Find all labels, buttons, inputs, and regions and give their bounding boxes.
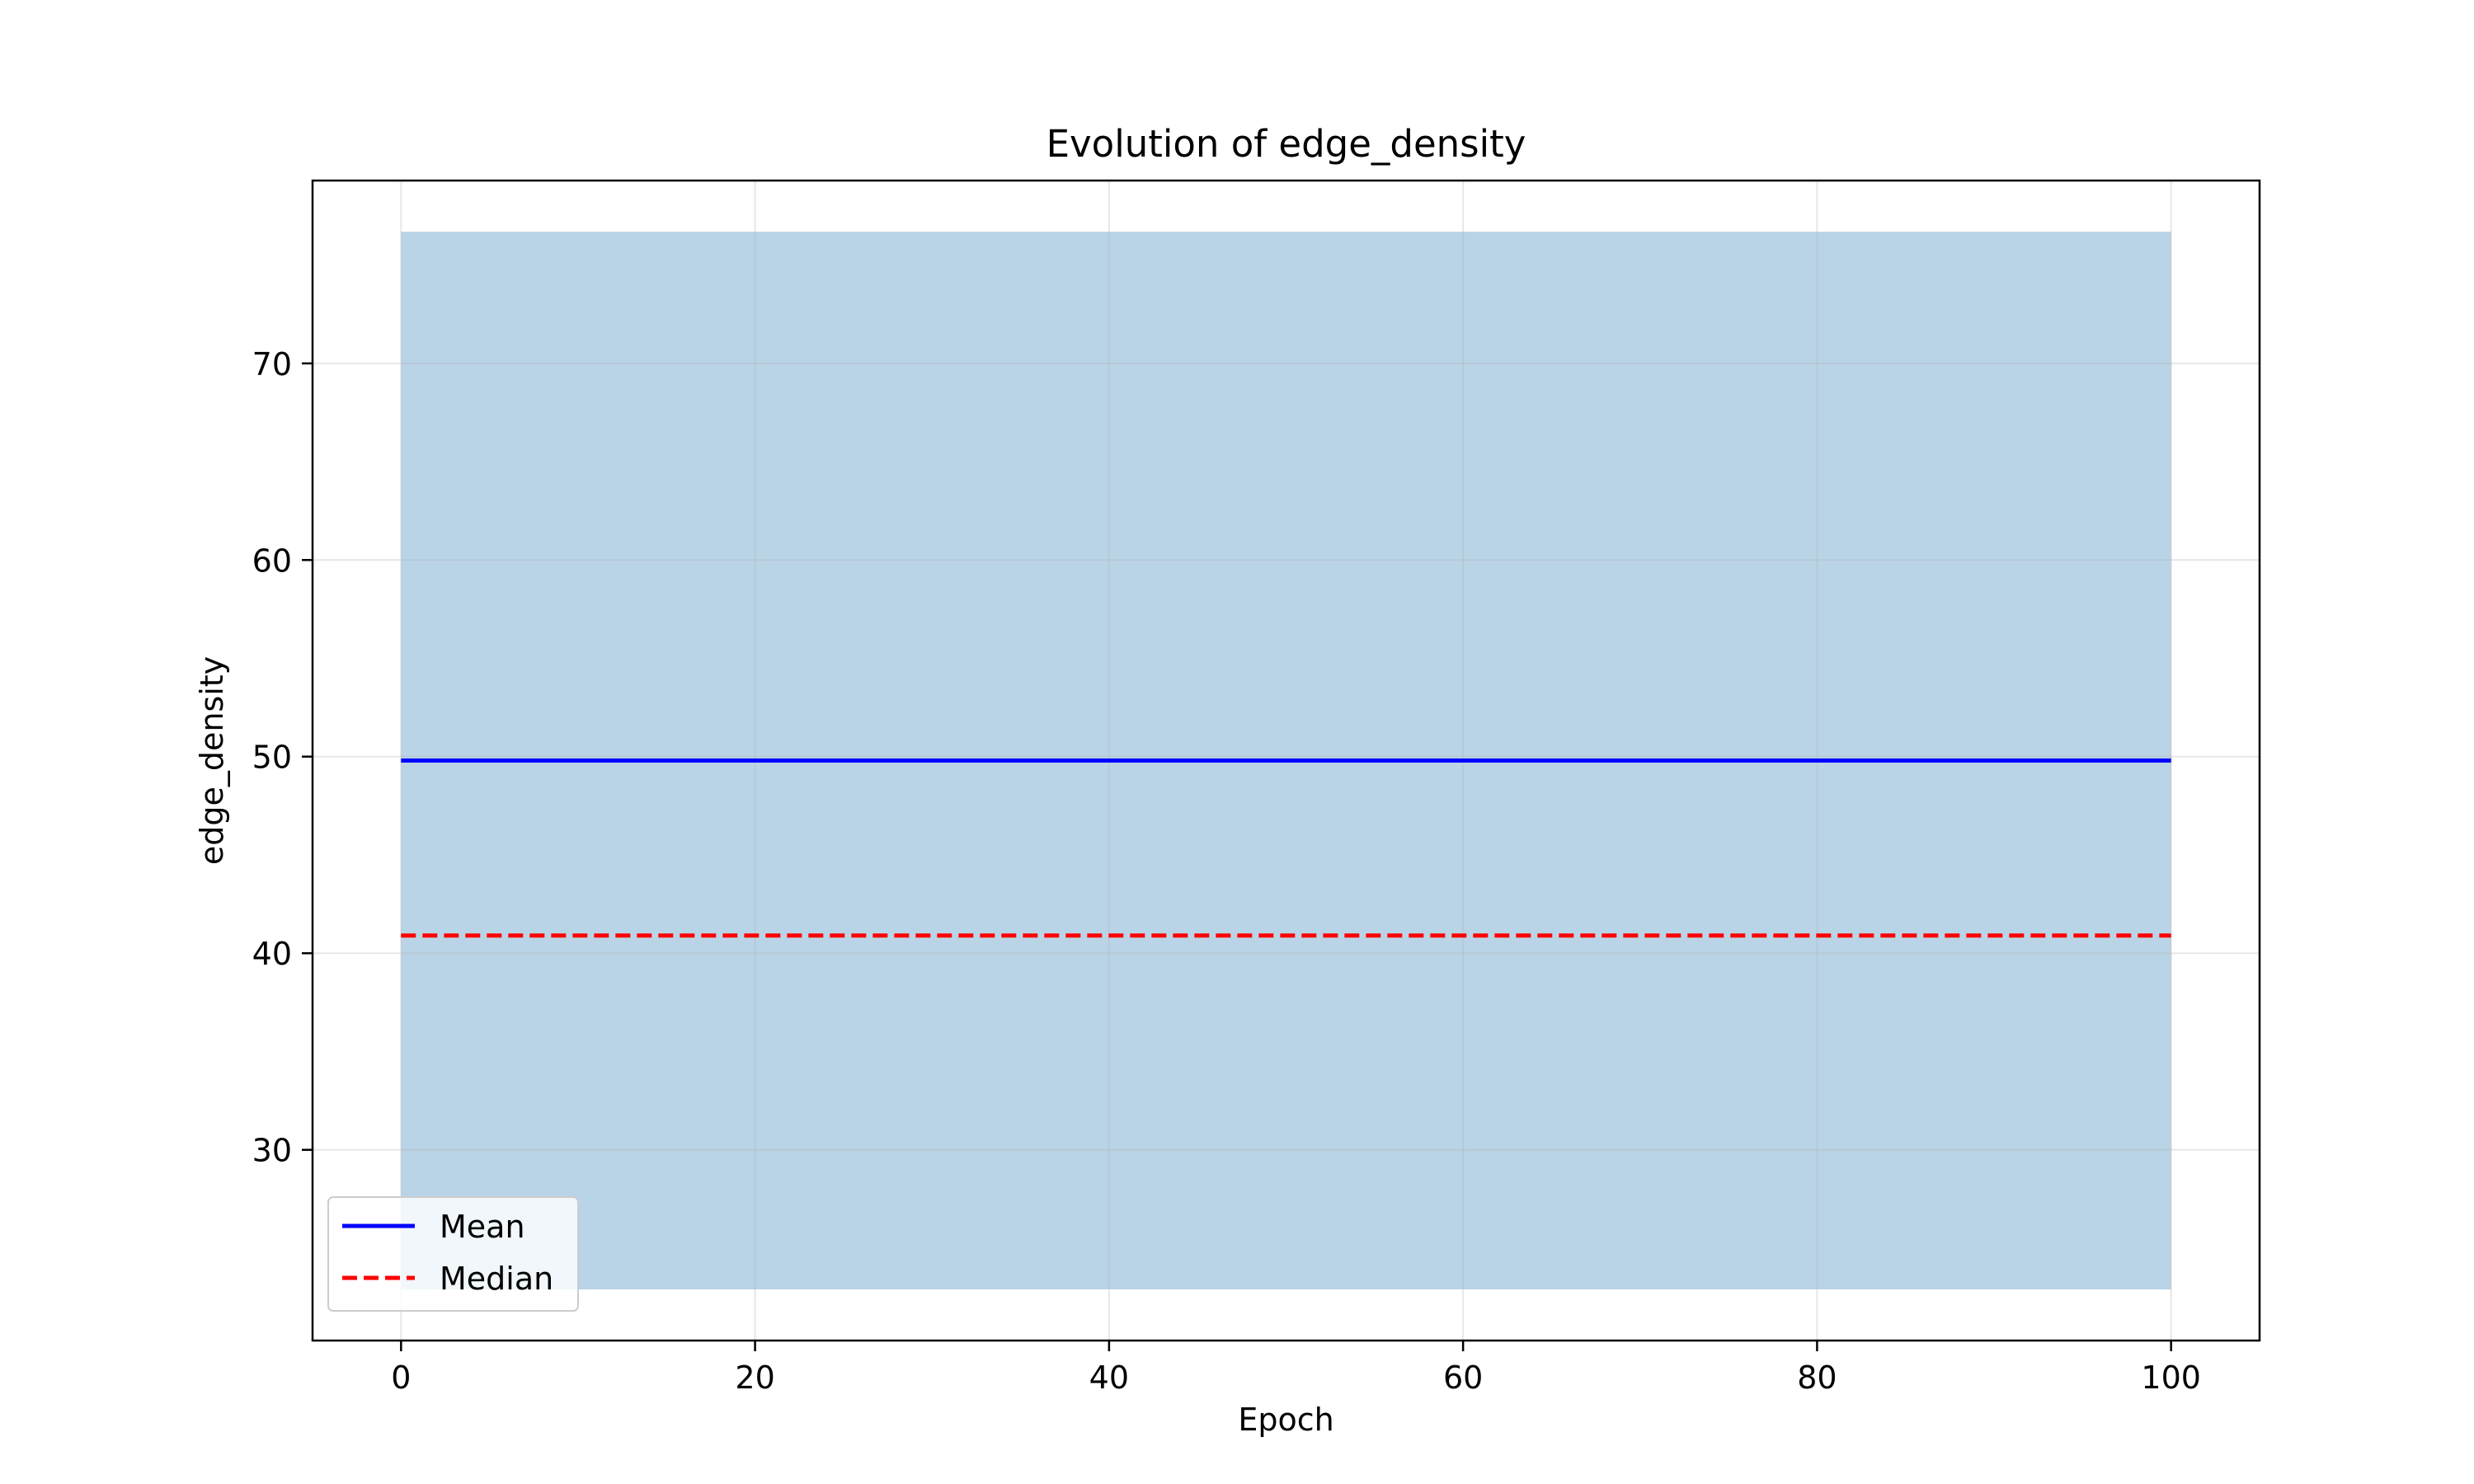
x-tick-label: 40 [1089, 1360, 1129, 1396]
chart-title: Evolution of edge_density [1047, 122, 1526, 166]
x-tick-label: 100 [2141, 1360, 2201, 1396]
x-tick-label: 0 [391, 1360, 411, 1396]
x-tick-label: 20 [735, 1360, 774, 1396]
legend-label-mean: Mean [440, 1209, 525, 1245]
y-tick-label: 30 [252, 1133, 292, 1169]
legend: Mean Median [327, 1196, 579, 1312]
y-tick-label: 50 [252, 740, 292, 776]
y-axis-label: edge_density [194, 656, 230, 865]
y-tick-label: 70 [252, 346, 292, 383]
series-layer [401, 758, 2171, 938]
y-tick-label: 60 [252, 542, 292, 579]
tick-layer: 0 20 40 60 80 100 30 40 50 60 70 [252, 346, 2201, 1396]
legend-label-median: Median [440, 1261, 553, 1297]
x-axis-label: Epoch [1238, 1402, 1333, 1438]
x-tick-label: 80 [1797, 1360, 1837, 1396]
plot-frame [311, 179, 2261, 1342]
y-tick-label: 40 [252, 936, 292, 972]
x-tick-label: 60 [1443, 1360, 1483, 1396]
